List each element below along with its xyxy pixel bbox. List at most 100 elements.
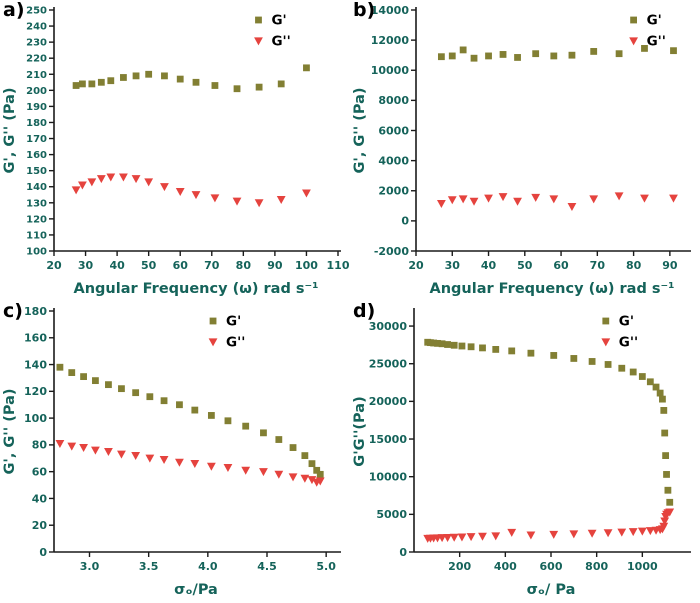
data-point-marker <box>663 471 670 478</box>
chart-b: -2000 0 2000 4000 6000 8000 10000 12000 14000 20 3… <box>352 4 691 297</box>
y-tick-label: 220 <box>26 54 47 65</box>
x-tick-label: 20 <box>46 259 62 272</box>
data-point-marker <box>80 373 87 381</box>
data-point-marker <box>119 173 128 182</box>
data-point-marker <box>259 468 268 477</box>
legend-marker <box>254 37 263 46</box>
data-point-marker <box>107 77 115 85</box>
series-g-prime <box>56 363 324 478</box>
data-point-marker <box>176 401 183 409</box>
x-tick-label: 20 <box>408 259 424 272</box>
data-point-marker <box>549 195 559 204</box>
series-g-double-prime <box>55 439 325 487</box>
data-point-marker <box>508 347 516 355</box>
data-point-marker <box>443 534 452 543</box>
data-point-marker <box>661 429 669 437</box>
panel-d: d) 0 5000 10000 15000 20000 25000 30000 200 400 6… <box>350 300 700 603</box>
data-point-marker <box>646 378 654 386</box>
data-point-marker <box>232 197 242 206</box>
panel-c: c) 0 20 40 60 80 100 120 140 160 180 3.0 3.5 4.0 4.5 5… <box>0 300 350 603</box>
legend-label: G' <box>619 314 634 330</box>
data-point-marker <box>492 346 500 353</box>
data-point-marker <box>670 47 677 55</box>
x-tick-label: 200 <box>448 560 471 573</box>
data-point-marker <box>104 447 113 456</box>
legend-label: G'' <box>226 335 245 351</box>
data-point-marker <box>614 192 624 201</box>
data-point-marker <box>56 363 64 371</box>
data-point-marker <box>470 54 478 62</box>
series-g-double-prime <box>71 173 311 208</box>
data-point-marker <box>117 450 126 459</box>
data-point-marker <box>260 429 267 437</box>
y-tick-label: 4000 <box>378 154 409 167</box>
data-point-marker <box>288 473 298 482</box>
data-point-marker <box>513 197 522 206</box>
x-tick-label: 3.0 <box>80 560 100 573</box>
legend: G' G'' <box>254 13 291 50</box>
panel-c-label: c) <box>3 300 23 322</box>
data-point-marker <box>438 340 446 348</box>
data-point-marker <box>106 173 116 182</box>
legend: G' G'' <box>629 13 666 50</box>
y-tick-label: 100 <box>26 247 47 258</box>
data-point-marker <box>459 46 467 54</box>
data-point-marker <box>315 477 325 486</box>
y-tick-label: 8000 <box>378 94 409 107</box>
data-point-marker <box>307 476 317 485</box>
x-tick-label: 50 <box>141 259 157 272</box>
data-point-marker <box>645 527 655 536</box>
data-point-marker <box>641 45 648 52</box>
y-axis-title: G'G''(Pa) <box>352 396 368 466</box>
data-point-marker <box>191 191 201 200</box>
data-point-marker <box>289 444 297 451</box>
data-point-marker <box>206 462 216 471</box>
y-tick-label: -2000 <box>374 245 410 258</box>
x-tick-label: 30 <box>445 259 461 272</box>
data-point-marker <box>588 358 596 365</box>
data-point-marker <box>466 533 476 542</box>
data-point-marker <box>458 195 468 204</box>
x-axis-title: Angular Frequency (ω) rad s⁻¹ <box>73 281 318 297</box>
y-tick-label: 30000 <box>369 320 408 333</box>
data-point-marker <box>96 175 106 184</box>
legend: G' G'' <box>208 314 245 351</box>
y-tick-label: 130 <box>26 198 47 209</box>
series-g-double-prime <box>423 508 675 543</box>
data-point-marker <box>88 80 96 88</box>
y-tick-label: 10000 <box>371 64 410 77</box>
data-point-marker <box>617 528 627 537</box>
axes: 0 5000 10000 15000 20000 25000 30000 200 400 600 8… <box>369 308 691 573</box>
data-point-marker <box>590 48 598 55</box>
data-point-marker <box>190 460 200 469</box>
data-point-marker <box>255 83 263 91</box>
data-point-marker <box>448 52 456 60</box>
data-point-marker <box>436 199 446 208</box>
y-tick-label: 20 <box>32 519 48 532</box>
panel-d-label: d) <box>353 300 376 322</box>
x-tick-label: 4.5 <box>257 560 277 573</box>
data-point-marker <box>144 178 154 187</box>
data-point-marker <box>223 464 233 473</box>
data-point-marker <box>531 193 541 202</box>
y-tick-label: 170 <box>26 134 47 145</box>
data-point-marker <box>615 50 623 58</box>
data-point-marker <box>527 349 535 357</box>
x-tick-label: 100 <box>295 259 318 272</box>
data-point-marker <box>92 377 99 385</box>
data-point-marker <box>276 195 286 204</box>
y-tick-label: 25000 <box>369 358 408 371</box>
y-tick-label: 6000 <box>378 124 409 137</box>
legend-label: G'' <box>647 34 666 50</box>
data-point-marker <box>303 64 310 72</box>
data-point-marker <box>587 529 597 538</box>
data-point-marker <box>434 339 441 347</box>
data-point-marker <box>664 486 672 494</box>
data-point-marker <box>457 533 467 542</box>
y-tick-label: 140 <box>24 358 47 371</box>
data-point-marker <box>308 460 316 468</box>
y-tick-label: 10000 <box>369 471 408 484</box>
data-point-marker <box>526 531 536 540</box>
y-tick-label: 40 <box>32 492 48 505</box>
